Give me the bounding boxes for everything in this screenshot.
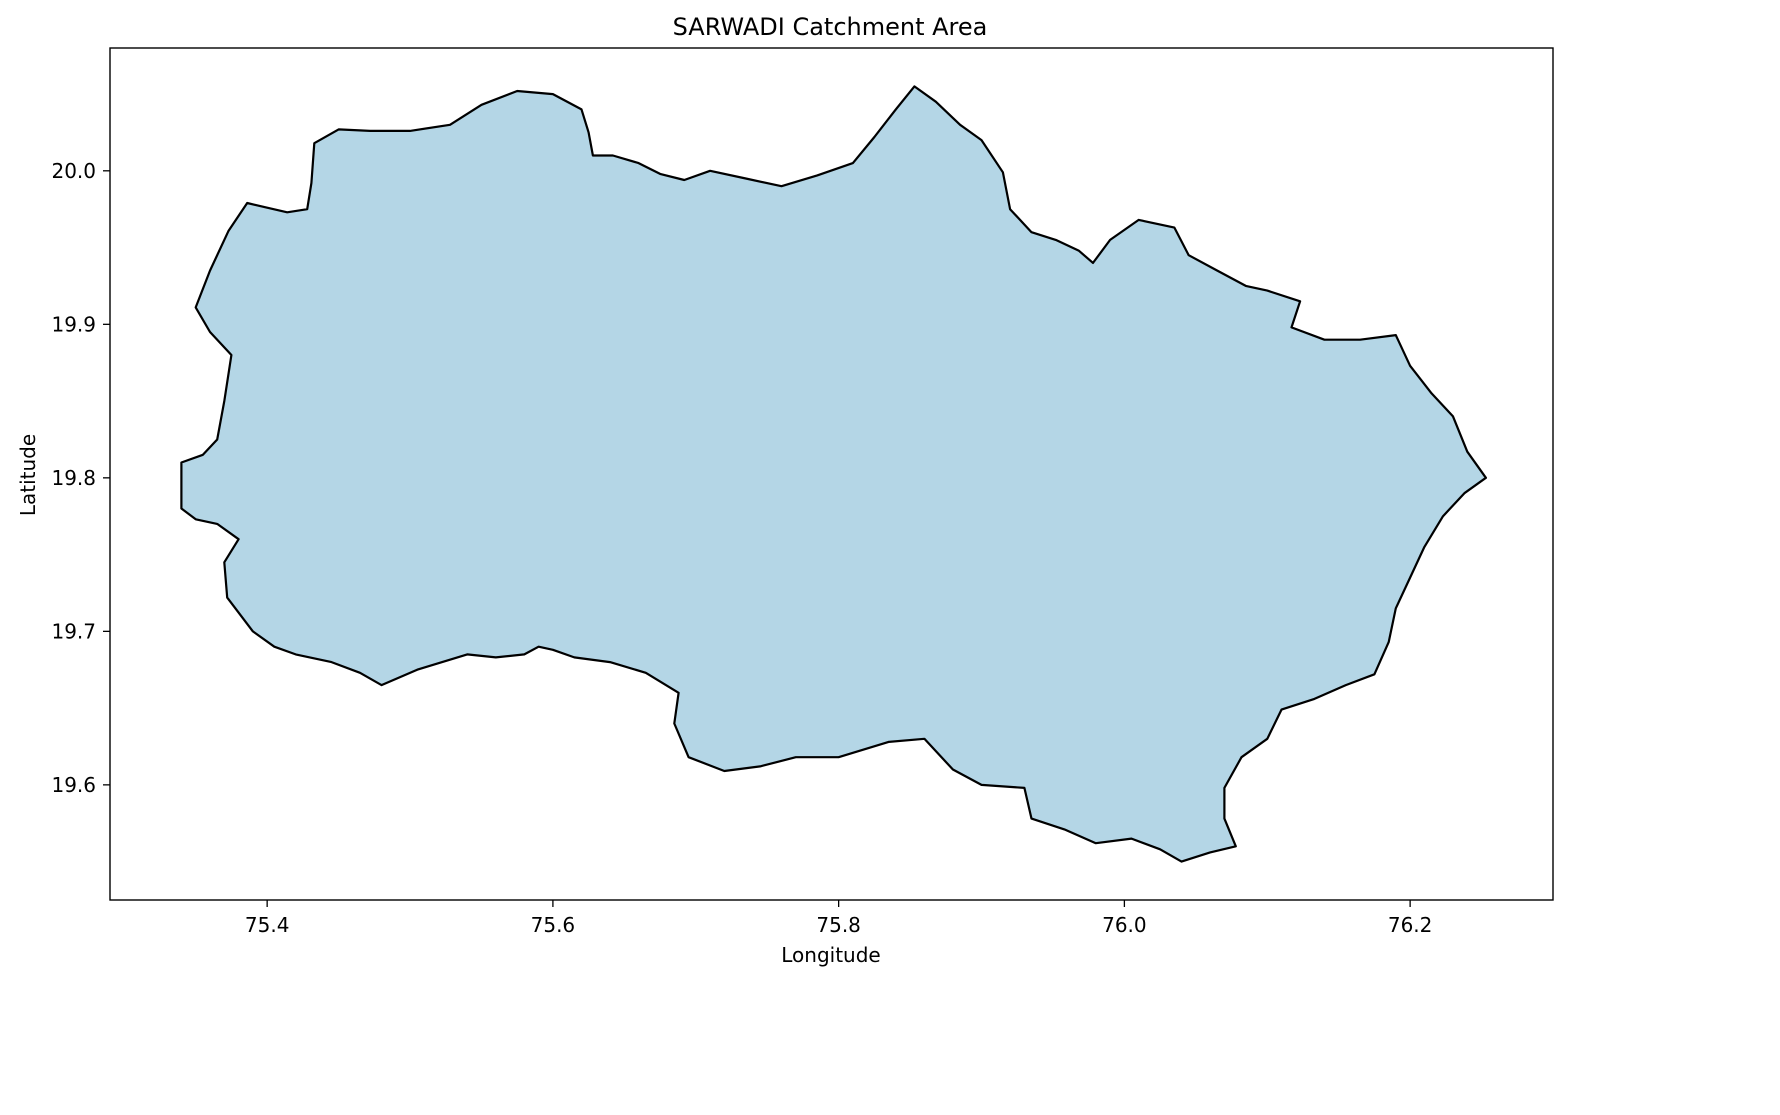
plot-area <box>109 47 1554 901</box>
chart-title: SARWADI Catchment Area <box>673 13 988 41</box>
y-tick-label: 19.6 <box>51 773 96 797</box>
y-axis: 19.6 19.7 19.8 19.9 20.0 <box>51 159 110 797</box>
x-tick-label: 75.6 <box>531 913 576 937</box>
plot-frame <box>109 47 1554 901</box>
x-tick-label: 75.8 <box>816 913 861 937</box>
y-axis-label: Latitude <box>16 434 40 516</box>
x-tick-label: 76.2 <box>1388 913 1433 937</box>
y-tick-label: 19.9 <box>51 312 96 336</box>
y-tick-label: 20.0 <box>51 159 96 183</box>
x-axis: 75.4 75.6 75.8 76.0 76.2 <box>245 900 1433 937</box>
y-tick-label: 19.8 <box>51 466 96 490</box>
x-tick-label: 75.4 <box>245 913 290 937</box>
x-axis-label: Longitude <box>781 943 880 967</box>
catchment-polygon <box>180 85 1487 863</box>
y-tick-label: 19.7 <box>51 619 96 643</box>
x-tick-label: 76.0 <box>1102 913 1147 937</box>
